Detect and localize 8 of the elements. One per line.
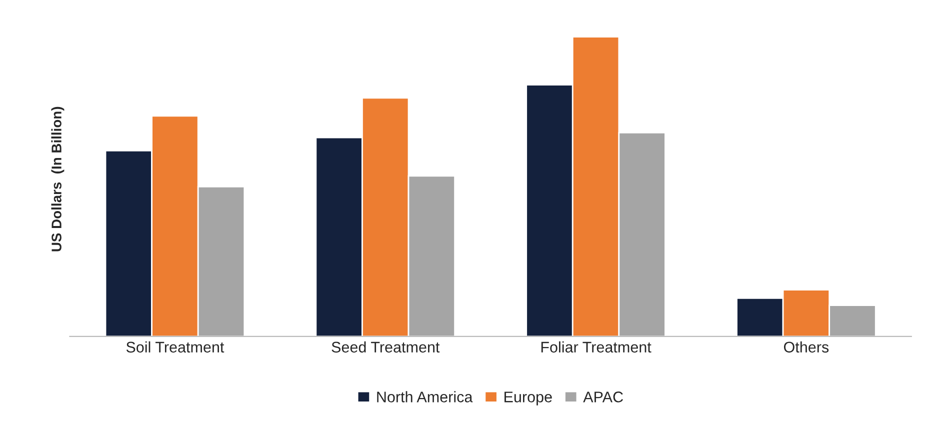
x-tick-label: Others: [784, 341, 829, 353]
legend-label: Europe: [504, 392, 552, 406]
x-tick-label: Seed Treatment: [332, 341, 440, 353]
x-tick-label: Soil Treatment: [126, 341, 224, 353]
x-tick-label: Foliar Treatment: [541, 341, 652, 353]
legend-label: North America: [377, 391, 473, 402]
legend-label: APAC: [583, 392, 623, 402]
y-axis-title: US Dollars (In Billion): [51, 106, 64, 252]
